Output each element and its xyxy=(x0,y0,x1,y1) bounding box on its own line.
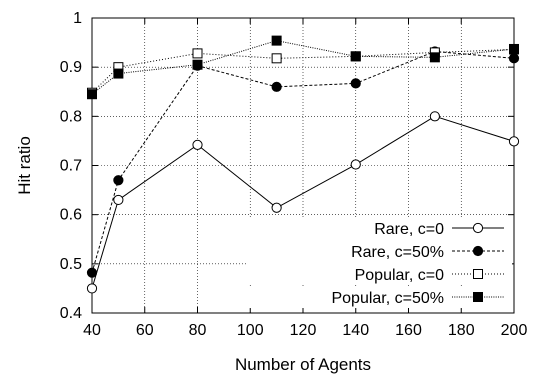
legend-entry-label: Rare, c=0 xyxy=(374,221,444,238)
y-tick-label: 0.5 xyxy=(60,256,82,273)
y-tick-label: 0.9 xyxy=(60,59,82,76)
data-point xyxy=(429,52,440,63)
axis-ticks: 40 60 80 100 120 140 160 180 200 0.4 0.5 0.6 0.7 0.8 0… xyxy=(60,10,528,339)
x-tick-label: 140 xyxy=(342,322,369,339)
data-point xyxy=(192,59,203,70)
x-tick-label: 60 xyxy=(136,322,154,339)
legend-entry-background xyxy=(248,263,512,285)
legend-entry-background xyxy=(248,217,512,239)
data-point xyxy=(271,202,282,213)
data-point xyxy=(113,175,124,186)
data-point xyxy=(192,48,203,59)
data-point xyxy=(271,35,282,46)
y-axis-label: Hit ratio xyxy=(15,136,34,195)
data-point xyxy=(271,53,282,64)
x-tick-label: 200 xyxy=(501,322,528,339)
legend-entry-marker xyxy=(472,222,484,234)
data-point xyxy=(429,111,440,122)
y-tick-label: 0.4 xyxy=(60,305,82,322)
legend: Rare, c=0 Rare, c=50% Popular, c=0 Popular,… xyxy=(248,217,512,308)
y-tick-label: 0.6 xyxy=(60,207,82,224)
legend-entry-label: Popular, c=50% xyxy=(331,290,444,307)
legend-entry-marker xyxy=(473,292,483,302)
data-point xyxy=(271,81,282,92)
series-layer xyxy=(86,35,520,294)
x-axis-label: Number of Agents xyxy=(235,355,371,374)
x-tick-label: 180 xyxy=(448,322,475,339)
legend-entry-background xyxy=(248,240,512,262)
data-point xyxy=(508,136,520,147)
legend-entry-label: Rare, c=50% xyxy=(351,244,444,261)
data-point xyxy=(113,194,124,206)
legend-entry-background xyxy=(248,286,512,308)
x-tick-label: 80 xyxy=(189,322,207,339)
data-point xyxy=(350,159,361,170)
data-point xyxy=(350,51,361,62)
x-tick-label: 120 xyxy=(290,322,317,339)
data-point xyxy=(113,68,124,79)
data-point xyxy=(509,43,519,54)
legend-entry-marker xyxy=(473,269,483,279)
y-tick-label: 1 xyxy=(73,10,82,27)
data-point xyxy=(87,89,97,100)
data-point xyxy=(350,78,361,89)
x-tick-label: 40 xyxy=(83,322,101,339)
legend-entry-marker xyxy=(472,245,484,257)
legend-entry-label: Popular, c=0 xyxy=(355,267,445,284)
data-point xyxy=(86,267,98,278)
data-point xyxy=(508,53,520,64)
y-tick-label: 0.8 xyxy=(60,108,82,125)
data-point xyxy=(86,283,98,294)
x-tick-label: 100 xyxy=(237,322,264,339)
y-tick-label: 0.7 xyxy=(60,158,82,175)
data-point xyxy=(192,139,203,150)
x-tick-label: 160 xyxy=(395,322,422,339)
series-1 xyxy=(86,111,520,294)
series-4 xyxy=(87,35,519,100)
